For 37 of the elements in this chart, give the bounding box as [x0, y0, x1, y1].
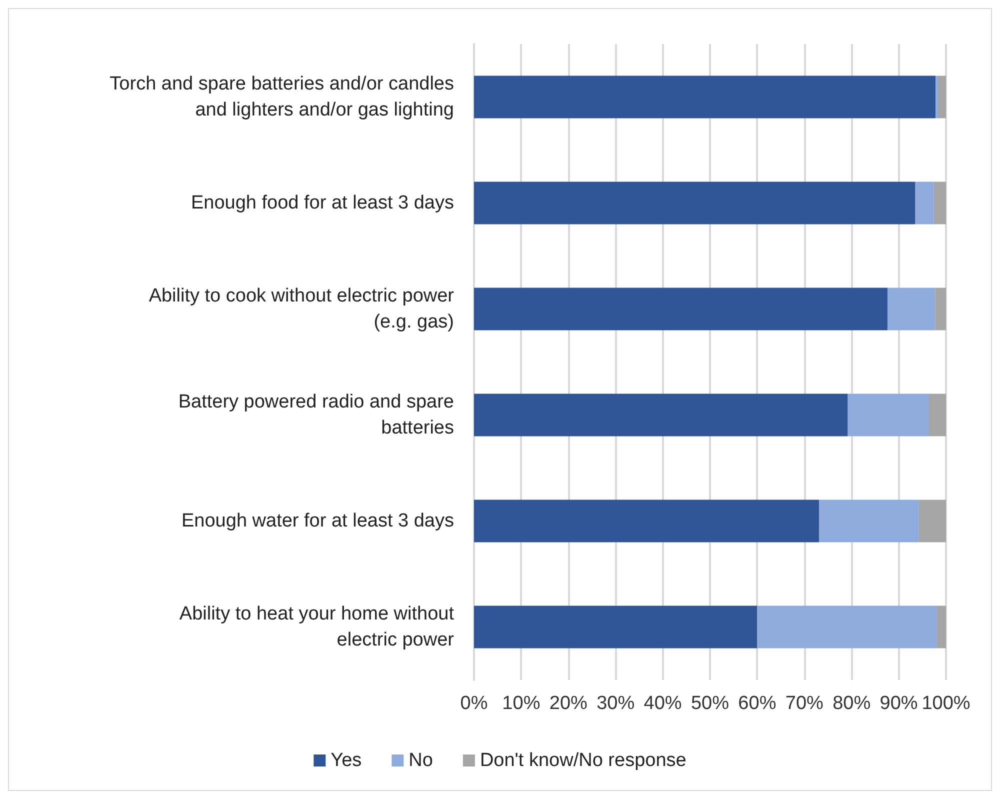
bar: [474, 182, 916, 224]
y-tick-label: Enough food for at least 3 days: [190, 192, 454, 214]
y-tick-label: Ability to cook without electric power (e.g. gas): [148, 286, 455, 332]
x-tick-label: 70%: [785, 693, 824, 714]
bar: [757, 606, 937, 648]
x-tick-label: 60%: [738, 693, 776, 714]
bar: [819, 500, 919, 542]
bar: [474, 394, 848, 436]
x-tick-label: 40%: [644, 693, 682, 714]
y-tick-label: Ability to heat your home without electric power: [179, 604, 455, 650]
x-tick-label: 100%: [922, 693, 970, 714]
x-tick-label: 10%: [502, 693, 540, 714]
bar: [474, 288, 888, 330]
x-tick-label: 90%: [880, 693, 918, 714]
bar: [934, 182, 946, 224]
bar: [848, 394, 929, 436]
bar: [915, 182, 934, 224]
bar: [928, 394, 946, 436]
bar: [474, 606, 758, 648]
bar: [474, 500, 820, 542]
x-tick-label: 20%: [549, 693, 588, 714]
y-tick-label: Enough water for at least 3 days: [182, 510, 454, 532]
bar: [918, 500, 946, 542]
bar: [936, 606, 946, 648]
legend-label: Don't know/No response: [480, 750, 686, 771]
x-tick-label: 0%: [460, 693, 488, 714]
y-tick-label: Battery powered radio and spare batteries: [178, 392, 454, 438]
x-tick-label: 80%: [832, 693, 871, 714]
legend-label: Yes: [330, 750, 362, 771]
y-tick-label: Torch and spare batteries and/or candles and lighters and/or gas lighting: [110, 74, 454, 120]
bar: [474, 76, 936, 118]
bar: [935, 288, 946, 330]
bar: [887, 288, 936, 330]
x-tick-label: 50%: [690, 693, 730, 714]
x-tick-label: 30%: [596, 693, 635, 714]
legend-label: No: [408, 750, 433, 771]
bar: [938, 76, 946, 118]
